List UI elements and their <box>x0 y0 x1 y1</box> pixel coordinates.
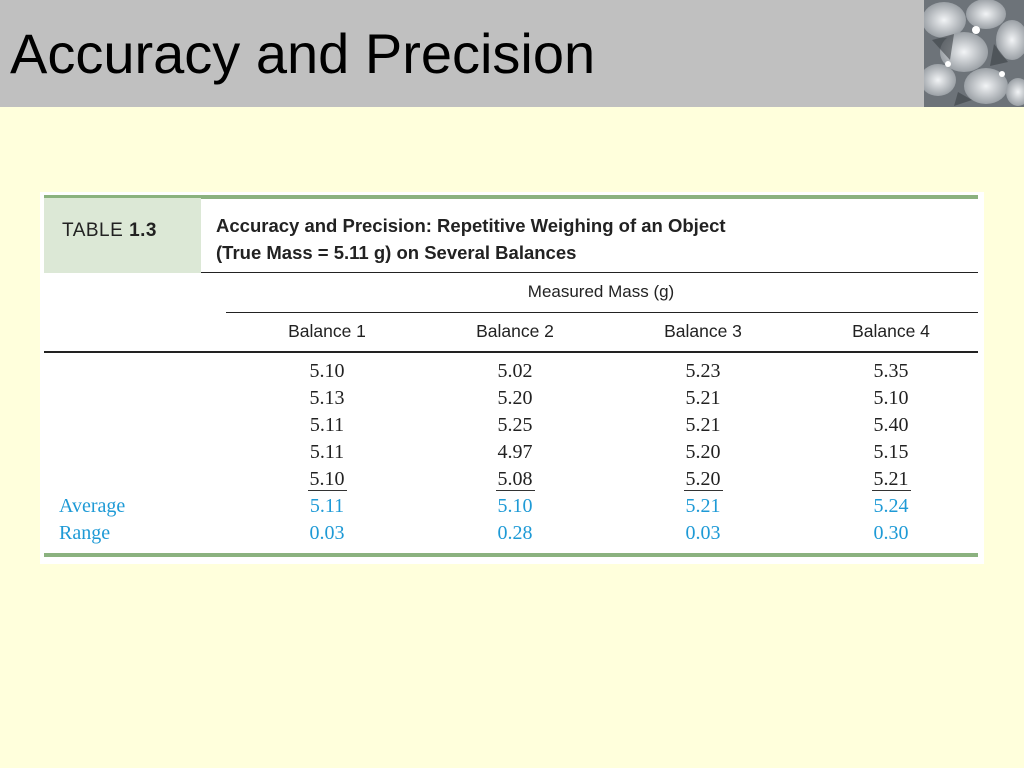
average-cell: 5.10 <box>497 495 533 517</box>
table-cell: 5.11 <box>309 441 345 463</box>
table-cell: 5.21 <box>685 387 721 409</box>
table-top-rule <box>44 195 978 199</box>
table-cell: 5.11 <box>309 414 345 436</box>
caption-rule <box>201 272 978 273</box>
range-cell: 0.28 <box>497 522 533 544</box>
title-bar: Accuracy and Precision <box>0 0 924 107</box>
slide-title: Accuracy and Precision <box>10 22 596 85</box>
table-cell: 5.20 <box>683 468 723 491</box>
table-cell: 5.02 <box>497 360 533 382</box>
range-cell: 0.03 <box>685 522 721 544</box>
data-table: TABLE 1.3 Accuracy and Precision: Repeti… <box>40 192 984 564</box>
column-header-balance-2: Balance 2 <box>476 321 554 341</box>
average-label: Average <box>59 495 126 517</box>
span-header-rule <box>226 312 978 313</box>
table-cell: 5.10 <box>309 360 345 382</box>
range-label: Range <box>59 522 111 544</box>
column-header-balance-3: Balance 3 <box>664 321 742 341</box>
header-rule <box>44 351 978 353</box>
table-cell: 5.35 <box>873 360 909 382</box>
table-cell: 4.97 <box>497 441 533 463</box>
table-cell: 5.15 <box>873 441 909 463</box>
table-cell: 5.23 <box>685 360 721 382</box>
column-header-balance-4: Balance 4 <box>852 321 930 341</box>
table-cell: 5.08 <box>495 468 535 491</box>
table-cell: 5.21 <box>685 414 721 436</box>
column-header-balance-1: Balance 1 <box>288 321 366 341</box>
table-cell: 5.10 <box>307 468 347 491</box>
table-number-box: TABLE 1.3 <box>44 198 201 273</box>
table-caption-line2: (True Mass = 5.11 g) on Several Balances <box>216 242 577 263</box>
table-cell: 5.20 <box>497 387 533 409</box>
ice-texture-image <box>924 0 1024 107</box>
average-cell: 5.11 <box>309 495 345 517</box>
table-cell: 5.13 <box>309 387 345 409</box>
table-cell: 5.21 <box>871 468 911 491</box>
table-cell: 5.25 <box>497 414 533 436</box>
table-label-prefix: TABLE <box>62 220 124 241</box>
average-cell: 5.24 <box>873 495 909 517</box>
table-cell: 5.10 <box>873 387 909 409</box>
table-caption: Accuracy and Precision: Repetitive Weigh… <box>216 212 726 266</box>
range-cell: 0.30 <box>873 522 909 544</box>
average-cell: 5.21 <box>685 495 721 517</box>
measured-mass-header: Measured Mass (g) <box>527 282 675 301</box>
table-bottom-rule <box>44 553 978 557</box>
table-cell: 5.40 <box>873 414 909 436</box>
range-cell: 0.03 <box>309 522 345 544</box>
table-caption-line1: Accuracy and Precision: Repetitive Weigh… <box>216 215 726 236</box>
table-cell: 5.20 <box>685 441 721 463</box>
table-label-number: 1.3 <box>129 220 157 241</box>
